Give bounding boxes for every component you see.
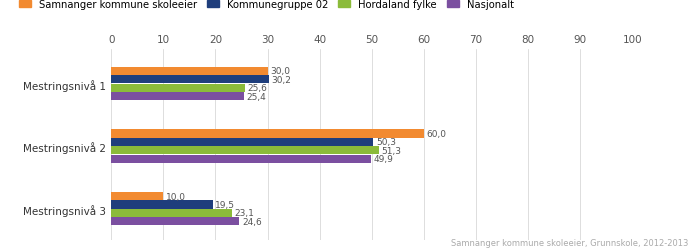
Text: 19,5: 19,5 xyxy=(215,200,236,209)
Bar xyxy=(111,68,268,76)
Bar xyxy=(111,155,371,163)
Text: 25,4: 25,4 xyxy=(246,92,266,101)
Bar xyxy=(111,76,268,84)
Bar xyxy=(111,93,244,101)
Bar xyxy=(111,192,163,200)
Text: 24,6: 24,6 xyxy=(242,217,262,226)
Text: 25,6: 25,6 xyxy=(247,84,267,93)
Text: 60,0: 60,0 xyxy=(427,130,447,138)
Bar xyxy=(111,130,424,138)
Bar xyxy=(111,147,379,155)
Bar xyxy=(111,200,213,209)
Text: 30,0: 30,0 xyxy=(270,67,291,76)
Text: 50,3: 50,3 xyxy=(376,138,396,147)
Legend: Samnanger kommune skoleeier, Kommunegruppe 02, Hordaland fylke, Nasjonalt: Samnanger kommune skoleeier, Kommunegrup… xyxy=(19,0,514,10)
Text: Samnanger kommune skoleeier, Grunnskole, 2012-2013: Samnanger kommune skoleeier, Grunnskole,… xyxy=(450,238,688,248)
Text: 23,1: 23,1 xyxy=(234,208,254,218)
Text: 30,2: 30,2 xyxy=(271,76,291,84)
Bar xyxy=(111,218,239,226)
Bar xyxy=(111,209,231,217)
Text: 49,9: 49,9 xyxy=(374,155,394,164)
Text: 10,0: 10,0 xyxy=(166,192,186,201)
Bar xyxy=(111,84,245,92)
Text: 51,3: 51,3 xyxy=(381,146,401,155)
Bar xyxy=(111,138,373,146)
